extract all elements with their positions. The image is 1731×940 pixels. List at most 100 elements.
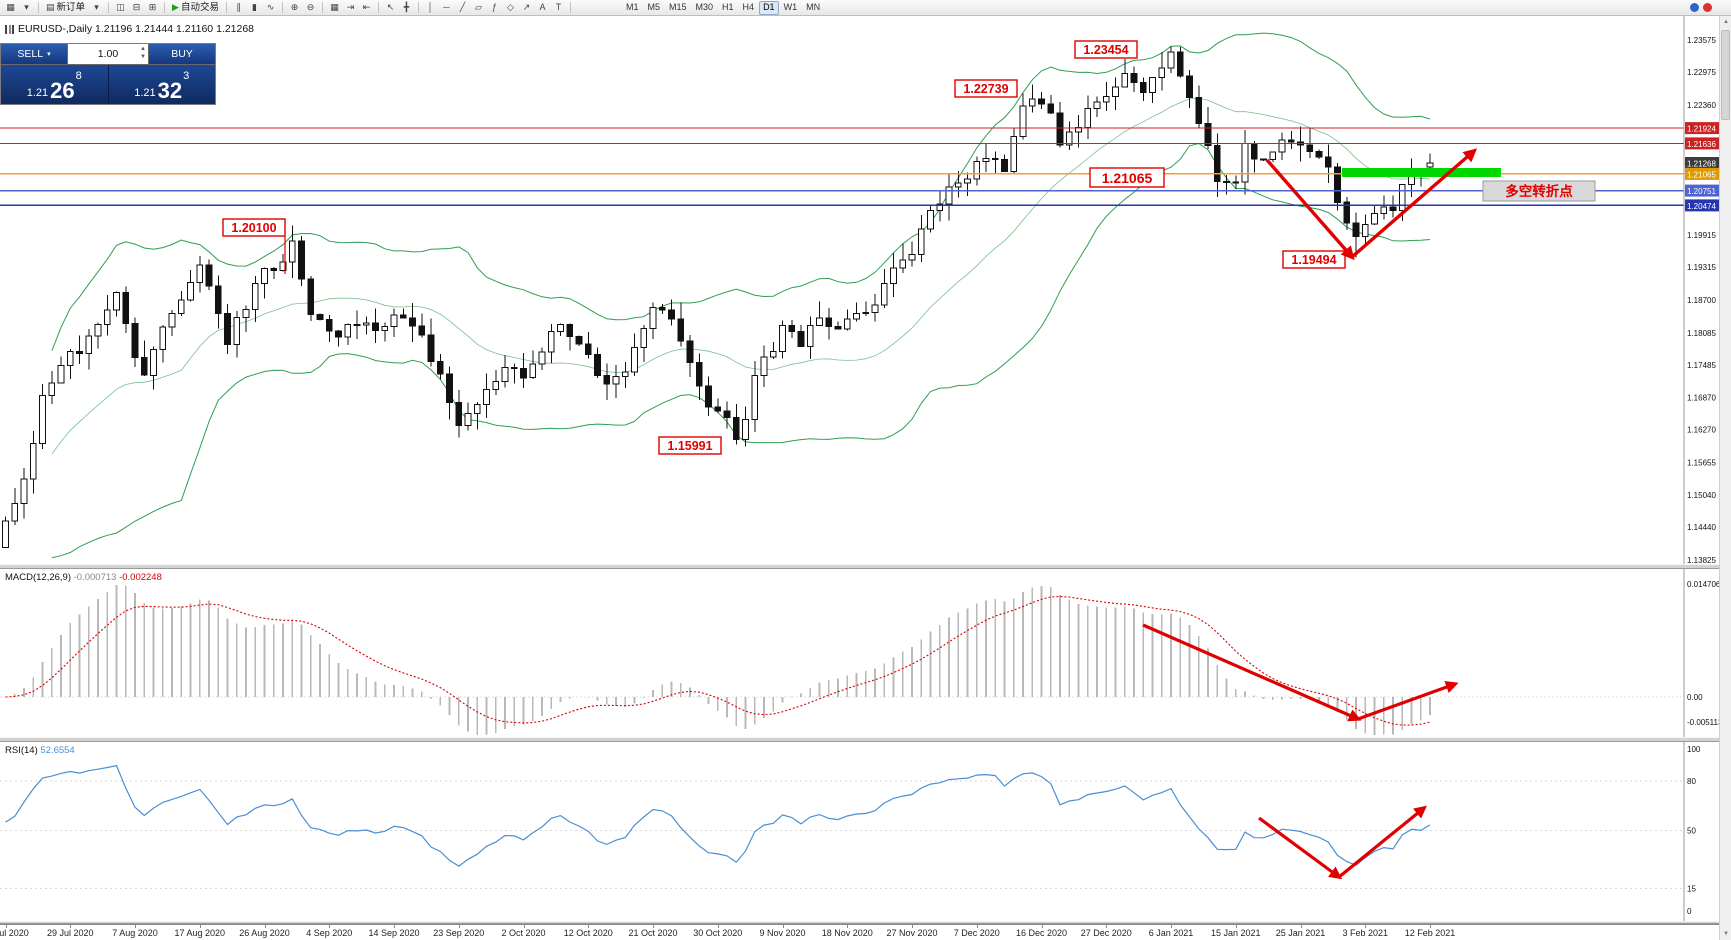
candlestick-button[interactable]: ▮	[247, 1, 262, 15]
svg-text:1.18700: 1.18700	[1687, 296, 1716, 305]
timeframe-m5-button[interactable]: M5	[647, 2, 660, 12]
label-button[interactable]: T	[551, 1, 566, 15]
macd-panel[interactable]: 0.014706 0.00 -0.005113	[0, 569, 1731, 737]
sell-price-panel[interactable]: 1.21 26 8	[1, 65, 108, 104]
sell-price-base: 1.21	[26, 87, 49, 99]
time-tick	[70, 925, 72, 928]
time-label: 12 Feb 2021	[1404, 928, 1456, 938]
vertical-line-icon: │	[427, 2, 434, 12]
auto-scroll-button[interactable]: ⇥	[343, 1, 358, 15]
time-label: 23 Sep 2020	[433, 928, 485, 938]
volume-input[interactable]: 1.00 ▲ ▼	[67, 44, 149, 64]
chart-shift-icon: ⇤	[362, 2, 371, 12]
scrollbar-up-icon[interactable]: ▲	[1723, 19, 1729, 25]
sell-price-pipette: 8	[75, 70, 82, 82]
zoom-out-button[interactable]: ⊖	[303, 1, 318, 15]
svg-text:-0.005113: -0.005113	[1687, 718, 1723, 727]
rsi-indicator-label: RSI(14) 52.6554	[5, 745, 75, 756]
time-tick	[588, 925, 590, 928]
scrollbar-thumb[interactable]	[1721, 30, 1730, 120]
toolbar-right-icons	[1690, 3, 1728, 12]
price-annotation-label: 1.15991	[658, 436, 722, 455]
price-scale-ticks: 1.23575 1.22975 1.22360 1.21924 1.21636 1.212…	[1685, 36, 1719, 564]
shapes-button[interactable]: ◇	[503, 1, 518, 15]
vertical-scrollbar[interactable]: ▲ ▼	[1719, 16, 1731, 940]
stepper-up-icon[interactable]: ▲	[140, 46, 146, 52]
channel-button[interactable]: ▱	[471, 1, 486, 15]
timeframe-h4-button[interactable]: H4	[742, 2, 755, 12]
order-type-button[interactable]: ▾	[89, 1, 104, 15]
autotrading-button[interactable]: ▶ 自动交易	[169, 1, 222, 15]
toolbar-separator	[569, 2, 571, 13]
time-tick	[1041, 925, 1043, 928]
live-update-icon[interactable]	[1703, 3, 1712, 12]
time-tick	[1430, 925, 1431, 928]
buy-price-panel[interactable]: 1.21 32 3	[107, 65, 215, 104]
crosshair-button[interactable]: ╋	[399, 1, 414, 15]
data-window-button[interactable]: ⊟	[129, 1, 144, 15]
sell-price-pips: 26	[50, 78, 75, 104]
stepper-down-icon[interactable]: ▼	[140, 53, 146, 60]
text-button[interactable]: A	[535, 1, 550, 15]
time-tick	[847, 925, 849, 928]
rsi-panel[interactable]: 100 80 50 15 0	[0, 742, 1731, 921]
timeframe-m30-button[interactable]: M30	[695, 2, 714, 12]
navigator-icon: ⊞	[148, 2, 157, 12]
fibonacci-button[interactable]: ƒ	[487, 1, 502, 15]
toolbar-separator	[225, 2, 227, 13]
trend-arrow	[1350, 148, 1478, 259]
new-chart-button[interactable]: ▦	[3, 1, 18, 15]
trend-arrow	[1337, 805, 1427, 879]
volume-stepper[interactable]: ▲ ▼	[140, 46, 146, 61]
zoom-in-button[interactable]: ⊕	[287, 1, 302, 15]
chevron-down-icon: ▾	[47, 51, 51, 58]
time-tick	[1171, 925, 1172, 928]
timeframe-m1-button[interactable]: M1	[625, 2, 639, 12]
line-chart-button[interactable]: ∿	[263, 1, 278, 15]
candlestick-icon: ▮	[251, 2, 257, 12]
time-label: 27 Dec 2020	[1080, 928, 1132, 938]
horizontal-line-button[interactable]: ─	[439, 1, 454, 15]
svg-text:0.014706: 0.014706	[1687, 580, 1721, 589]
buy-price-pipette: 3	[183, 70, 190, 82]
panel-divider[interactable]	[0, 921, 1731, 924]
time-tick	[394, 925, 395, 928]
time-scale[interactable]: 20 Jul 2020 29 Jul 2020 7 Aug 2020 17 Aug 2…	[0, 924, 1719, 940]
buy-price-base: 1.21	[134, 87, 156, 99]
chart-shift-button[interactable]: ⇤	[359, 1, 374, 15]
navigator-button[interactable]: ⊞	[145, 1, 160, 15]
macd-indicator-label: MACD(12,26,9) -0.000713 -0.002248	[5, 572, 162, 583]
panel-divider[interactable]	[0, 737, 1731, 742]
buy-button[interactable]: BUY	[149, 44, 215, 64]
toolbar-separator	[417, 2, 419, 13]
sell-button[interactable]: SELL ▾	[1, 44, 67, 64]
scrollbar-down-icon[interactable]: ▼	[1723, 931, 1729, 937]
bar-chart-button[interactable]: ∥	[231, 1, 246, 15]
candles	[2, 46, 1434, 548]
tile-windows-button[interactable]: ▦	[327, 1, 342, 15]
timeframe-mn-button[interactable]: MN	[806, 2, 821, 12]
vertical-line-button[interactable]: │	[423, 1, 438, 15]
trendline-button[interactable]: ╱	[455, 1, 470, 15]
panel-divider[interactable]	[0, 564, 1731, 569]
svg-text:0.00: 0.00	[1687, 693, 1703, 702]
buy-price-pips: 32	[157, 78, 183, 104]
price-chart[interactable]: 1.23454 1.22739 1.20100 1.15991 1.19494 1.210…	[0, 16, 1731, 564]
arrows-button[interactable]: ↗	[519, 1, 534, 15]
community-icon[interactable]	[1690, 3, 1699, 12]
zoom-out-icon: ⊖	[306, 2, 315, 12]
timeframe-m15-button[interactable]: M15	[669, 2, 687, 12]
new-order-button[interactable]: ▤ 新订单	[43, 1, 88, 15]
svg-text:1.18085: 1.18085	[1687, 329, 1716, 338]
time-label: 12 Oct 2020	[563, 928, 613, 938]
svg-text:1.19315: 1.19315	[1687, 263, 1716, 272]
timeframe-w1-button[interactable]: W1	[783, 2, 798, 12]
timeframe-d1-button[interactable]: D1	[759, 0, 779, 15]
price-scale[interactable]	[1684, 16, 1719, 921]
market-watch-button[interactable]: ◫	[113, 1, 128, 15]
svg-text:1.23575: 1.23575	[1687, 36, 1716, 45]
svg-text:1.19494: 1.19494	[1291, 253, 1336, 267]
cursor-button[interactable]: ↖	[383, 1, 398, 15]
timeframe-h1-button[interactable]: H1	[722, 2, 734, 12]
profiles-button[interactable]: ▾	[19, 1, 34, 15]
